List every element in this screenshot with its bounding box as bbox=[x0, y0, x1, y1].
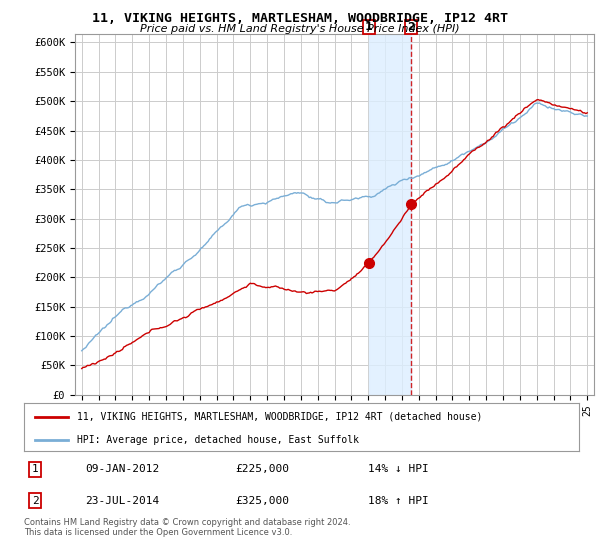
Text: 1: 1 bbox=[32, 464, 38, 474]
Text: 23-JUL-2014: 23-JUL-2014 bbox=[85, 496, 160, 506]
Text: 14% ↓ HPI: 14% ↓ HPI bbox=[368, 464, 429, 474]
Text: 09-JAN-2012: 09-JAN-2012 bbox=[85, 464, 160, 474]
Text: HPI: Average price, detached house, East Suffolk: HPI: Average price, detached house, East… bbox=[77, 435, 359, 445]
Text: 18% ↑ HPI: 18% ↑ HPI bbox=[368, 496, 429, 506]
Text: £225,000: £225,000 bbox=[235, 464, 289, 474]
Text: 1: 1 bbox=[365, 22, 373, 32]
Bar bbox=[369, 34, 412, 395]
Text: 2: 2 bbox=[407, 22, 415, 32]
Text: Contains HM Land Registry data © Crown copyright and database right 2024.
This d: Contains HM Land Registry data © Crown c… bbox=[24, 518, 350, 538]
Text: 11, VIKING HEIGHTS, MARTLESHAM, WOODBRIDGE, IP12 4RT (detached house): 11, VIKING HEIGHTS, MARTLESHAM, WOODBRID… bbox=[77, 412, 482, 422]
Text: £325,000: £325,000 bbox=[235, 496, 289, 506]
Text: 2: 2 bbox=[32, 496, 38, 506]
Text: Price paid vs. HM Land Registry's House Price Index (HPI): Price paid vs. HM Land Registry's House … bbox=[140, 24, 460, 34]
Text: 11, VIKING HEIGHTS, MARTLESHAM, WOODBRIDGE, IP12 4RT: 11, VIKING HEIGHTS, MARTLESHAM, WOODBRID… bbox=[92, 12, 508, 25]
